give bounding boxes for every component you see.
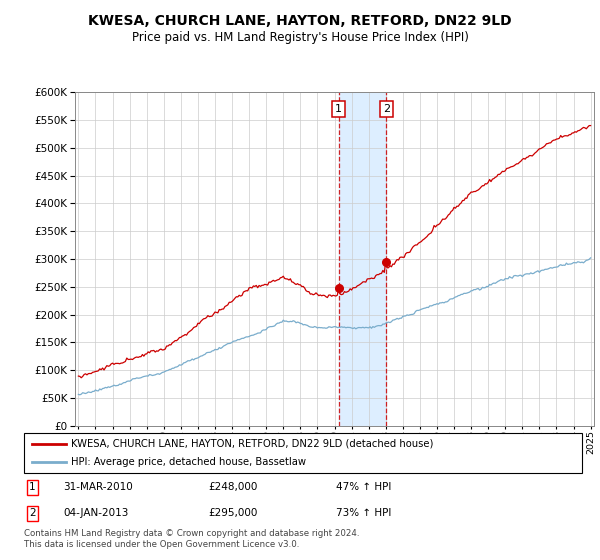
Text: 31-MAR-2010: 31-MAR-2010 <box>63 482 133 492</box>
Text: 1: 1 <box>29 482 35 492</box>
Text: KWESA, CHURCH LANE, HAYTON, RETFORD, DN22 9LD: KWESA, CHURCH LANE, HAYTON, RETFORD, DN2… <box>88 14 512 28</box>
Text: 04-JAN-2013: 04-JAN-2013 <box>63 508 128 519</box>
Text: KWESA, CHURCH LANE, HAYTON, RETFORD, DN22 9LD (detached house): KWESA, CHURCH LANE, HAYTON, RETFORD, DN2… <box>71 439 434 449</box>
FancyBboxPatch shape <box>24 433 582 473</box>
Text: £295,000: £295,000 <box>208 508 257 519</box>
Bar <box>339 92 386 426</box>
Text: £248,000: £248,000 <box>208 482 257 492</box>
Text: 2: 2 <box>383 104 390 114</box>
Text: 47% ↑ HPI: 47% ↑ HPI <box>337 482 392 492</box>
Text: 2: 2 <box>29 508 35 519</box>
Text: 1: 1 <box>335 104 342 114</box>
Text: HPI: Average price, detached house, Bassetlaw: HPI: Average price, detached house, Bass… <box>71 458 307 467</box>
Text: Price paid vs. HM Land Registry's House Price Index (HPI): Price paid vs. HM Land Registry's House … <box>131 31 469 44</box>
Text: 73% ↑ HPI: 73% ↑ HPI <box>337 508 392 519</box>
Text: Contains HM Land Registry data © Crown copyright and database right 2024.
This d: Contains HM Land Registry data © Crown c… <box>24 529 359 549</box>
